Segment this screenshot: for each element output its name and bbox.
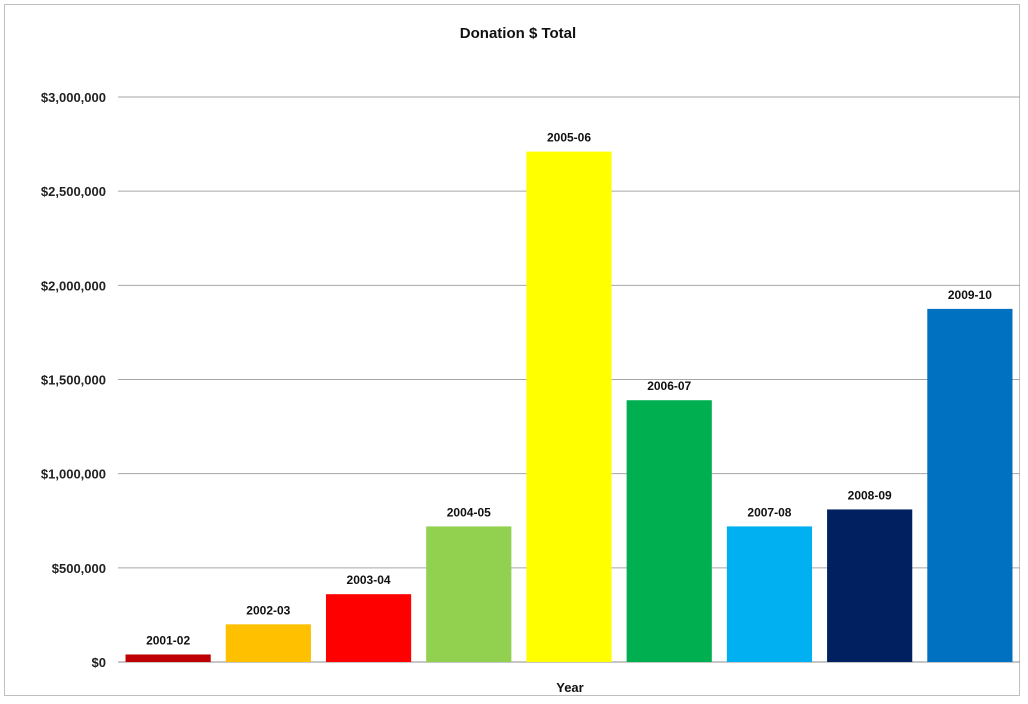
bar-2007-08 bbox=[726, 526, 813, 662]
y-tick-label: $500,000 bbox=[52, 561, 106, 576]
data-label-2009-10: 2009-10 bbox=[948, 288, 992, 302]
bar-2009-10 bbox=[927, 308, 1013, 662]
y-tick-label: $0 bbox=[92, 655, 106, 670]
bars bbox=[125, 151, 1013, 662]
bar-2001-02 bbox=[125, 654, 211, 662]
chart-title: Donation $ Total bbox=[460, 25, 576, 42]
data-label-2004-05: 2004-05 bbox=[447, 505, 491, 519]
data-labels: 2001-02 2002-03 2003-04 2004-05 2005-06 2006-… bbox=[146, 131, 992, 648]
y-tick-label: $2,000,000 bbox=[41, 278, 106, 293]
data-label-2003-04: 2003-04 bbox=[347, 573, 391, 587]
data-label-2002-03: 2002-03 bbox=[246, 603, 290, 617]
y-axis-tick-labels: $0 $500,000 $1,000,000 $1,500,000 $2,000,000… bbox=[41, 90, 106, 670]
y-tick-label: $3,000,000 bbox=[41, 90, 106, 105]
bar-2006-07 bbox=[626, 400, 712, 662]
bar-2003-04 bbox=[325, 594, 412, 662]
y-tick-label: $1,500,000 bbox=[41, 373, 106, 388]
bar-2005-06 bbox=[526, 151, 612, 662]
data-label-2007-08: 2007-08 bbox=[747, 505, 791, 519]
data-label-2005-06: 2005-06 bbox=[547, 131, 591, 145]
bar-2008-09 bbox=[827, 509, 913, 662]
bar-2004-05 bbox=[426, 526, 512, 662]
x-axis-title: Year bbox=[556, 680, 583, 695]
data-label-2001-02: 2001-02 bbox=[146, 633, 190, 647]
bar-2002-03 bbox=[225, 624, 311, 662]
y-tick-label: $2,500,000 bbox=[41, 184, 106, 199]
y-tick-label: $1,000,000 bbox=[41, 467, 106, 482]
data-label-2006-07: 2006-07 bbox=[647, 379, 691, 393]
data-label-2008-09: 2008-09 bbox=[848, 488, 892, 502]
